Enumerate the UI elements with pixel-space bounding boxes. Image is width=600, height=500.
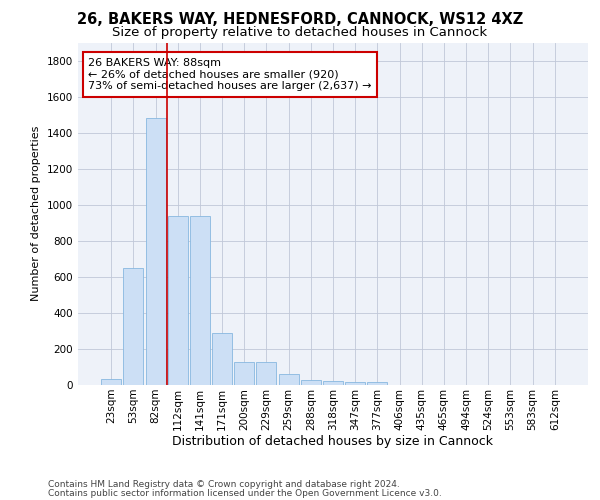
Y-axis label: Number of detached properties: Number of detached properties: [31, 126, 41, 302]
Bar: [212, 332, 232, 385]
Bar: [234, 362, 254, 385]
Bar: [278, 374, 299, 385]
Text: 26, BAKERS WAY, HEDNESFORD, CANNOCK, WS12 4XZ: 26, BAKERS WAY, HEDNESFORD, CANNOCK, WS1…: [77, 12, 523, 28]
Bar: [124, 268, 143, 385]
Bar: [168, 216, 188, 385]
Bar: [345, 382, 365, 385]
Bar: [101, 378, 121, 385]
Bar: [146, 118, 166, 385]
Bar: [256, 362, 277, 385]
Text: Contains HM Land Registry data © Crown copyright and database right 2024.: Contains HM Land Registry data © Crown c…: [48, 480, 400, 489]
Bar: [301, 380, 321, 385]
Text: Contains public sector information licensed under the Open Government Licence v3: Contains public sector information licen…: [48, 488, 442, 498]
Bar: [367, 382, 388, 385]
Bar: [323, 382, 343, 385]
Text: 26 BAKERS WAY: 88sqm
← 26% of detached houses are smaller (920)
73% of semi-deta: 26 BAKERS WAY: 88sqm ← 26% of detached h…: [88, 58, 372, 91]
Bar: [190, 216, 210, 385]
X-axis label: Distribution of detached houses by size in Cannock: Distribution of detached houses by size …: [173, 436, 493, 448]
Text: Size of property relative to detached houses in Cannock: Size of property relative to detached ho…: [112, 26, 488, 39]
